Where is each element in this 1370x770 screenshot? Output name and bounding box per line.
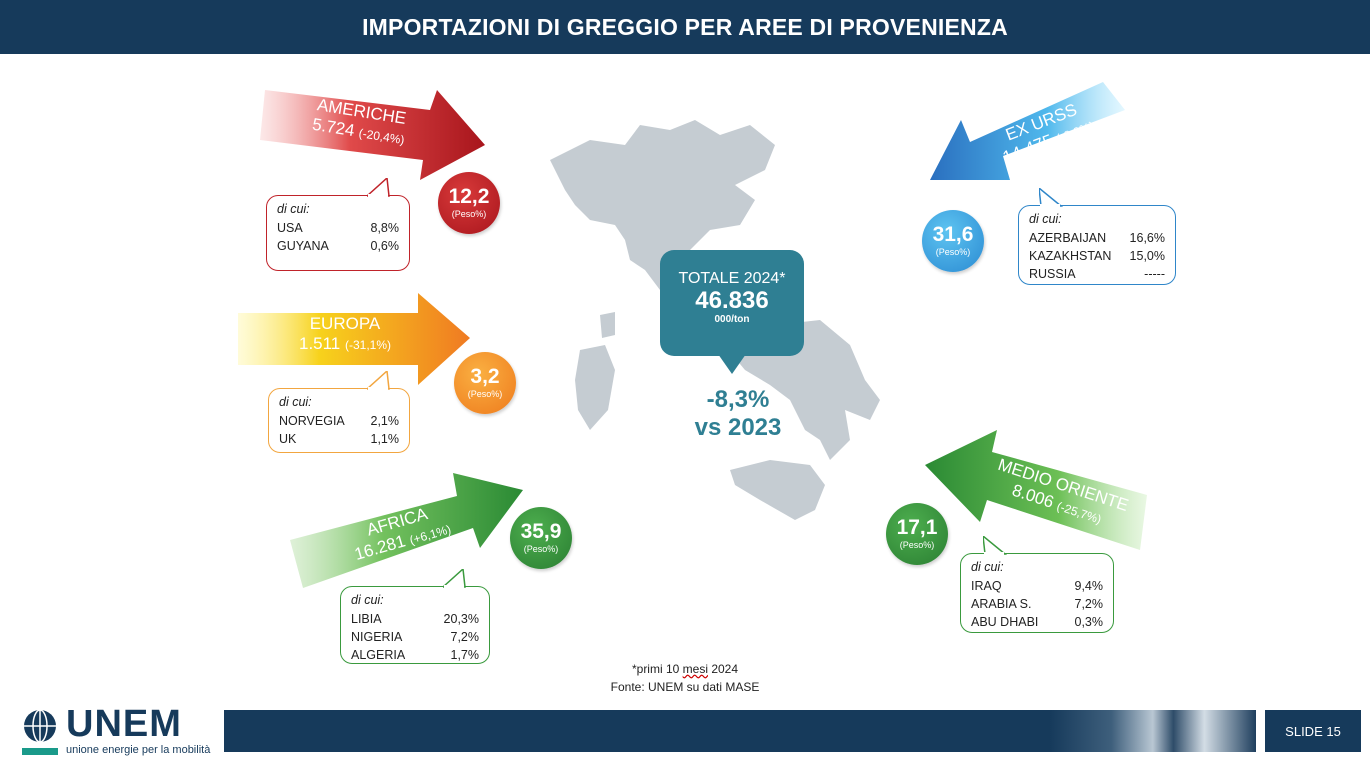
totale-label: TOTALE 2024* — [678, 270, 786, 287]
list-item: RUSSIA ----- — [1029, 267, 1165, 281]
americhe-peso-label: (Peso%) — [451, 209, 487, 219]
list-item: USA 8,8% — [277, 221, 399, 235]
exurss-arrow — [930, 82, 1125, 180]
logo-tagline: unione energie per la mobilità — [66, 744, 211, 756]
europa-value: 1.511 — [298, 334, 341, 353]
africa-peso-label: (Peso%) — [523, 544, 559, 554]
europa-arrow — [238, 293, 470, 385]
totale-unit: 000/ton — [714, 314, 750, 325]
page-title: IMPORTAZIONI DI GREGGIO PER AREE DI PROV… — [362, 13, 1008, 40]
list-item: AZERBAIJAN 16,6% — [1029, 231, 1165, 245]
list-item: ARABIA S. 7,2% — [971, 597, 1103, 611]
europa-label: EUROPA 1.511 (-31,1%) — [285, 314, 405, 354]
africa-peso-circle: 35,9 (Peso%) — [510, 507, 572, 569]
totale-box: TOTALE 2024* 46.836 000/ton — [660, 250, 804, 356]
europa-callout: di cui: NORVEGIA 2,1% UK 1,1% — [268, 371, 410, 453]
europa-dicui: di cui: — [279, 395, 312, 409]
list-item: NIGERIA 7,2% — [351, 630, 479, 644]
africa-dicui: di cui: — [351, 593, 384, 607]
americhe-arrow — [260, 90, 485, 180]
medioriente-arrow — [925, 430, 1147, 550]
europa-name: EUROPA — [309, 314, 381, 333]
unem-logo: UNEM unione energie per la mobilità — [22, 704, 217, 762]
logo-bar — [22, 748, 58, 755]
europa-peso: 3,2 — [470, 365, 500, 388]
list-item: NORVEGIA 2,1% — [279, 414, 399, 428]
americhe-dicui: di cui: — [277, 202, 310, 216]
medioriente-peso-label: (Peso%) — [899, 540, 935, 550]
medioriente-peso-circle: 17,1 (Peso%) — [886, 503, 948, 565]
medioriente-dicui: di cui: — [971, 560, 1004, 574]
logo-word: UNEM — [66, 703, 182, 745]
footnote: *primi 10 mesi 2024 Fonte: UNEM su dati … — [560, 660, 810, 696]
list-item: LIBIA 20,3% — [351, 612, 479, 626]
exurss-peso-circle: 31,6 (Peso%) — [922, 210, 984, 272]
list-item: UK 1,1% — [279, 432, 399, 446]
delta-text: -8,3% vs 2023 — [686, 386, 790, 442]
africa-arrow — [290, 473, 523, 588]
americhe-peso: 12,2 — [448, 185, 490, 208]
americhe-peso-circle: 12,2 (Peso%) — [438, 172, 500, 234]
title-bar: IMPORTAZIONI DI GREGGIO PER AREE DI PROV… — [0, 0, 1370, 54]
list-item: IRAQ 9,4% — [971, 579, 1103, 593]
americhe-callout: di cui: USA 8,8% GUYANA 0,6% — [266, 178, 410, 271]
exurss-peso: 31,6 — [932, 223, 974, 246]
europa-peso-label: (Peso%) — [467, 389, 503, 399]
list-item: ABU DHABI 0,3% — [971, 615, 1103, 629]
exurss-dicui: di cui: — [1029, 212, 1062, 226]
list-item: GUYANA 0,6% — [277, 239, 399, 253]
bottom-bar — [224, 710, 1256, 752]
delta-vs: vs 2023 — [694, 414, 782, 441]
slide-number: SLIDE 15 — [1265, 710, 1361, 752]
africa-callout: di cui: LIBIA 20,3% NIGERIA 7,2% ALGERIA 1,… — [340, 569, 490, 664]
medioriente-callout: di cui: IRAQ 9,4% ARABIA S. 7,2% ABU DHABI… — [960, 536, 1114, 633]
medioriente-peso: 17,1 — [896, 516, 938, 539]
exurss-peso-label: (Peso%) — [935, 247, 971, 257]
delta-pct: -8,3% — [706, 386, 770, 413]
source-note: Fonte: UNEM su dati MASE — [610, 680, 760, 694]
unem-globe-icon — [24, 709, 56, 743]
list-item: ALGERIA 1,7% — [351, 648, 479, 662]
exurss-callout: di cui: AZERBAIJAN 16,6% KAZAKHSTAN 15,0% … — [1018, 188, 1176, 285]
africa-peso: 35,9 — [520, 520, 562, 543]
totale-pointer — [718, 354, 746, 374]
europa-change: (-31,1%) — [345, 338, 392, 352]
europa-peso-circle: 3,2 (Peso%) — [454, 352, 516, 414]
list-item: KAZAKHSTAN 15,0% — [1029, 249, 1165, 263]
totale-value: 46.836 — [695, 287, 769, 314]
